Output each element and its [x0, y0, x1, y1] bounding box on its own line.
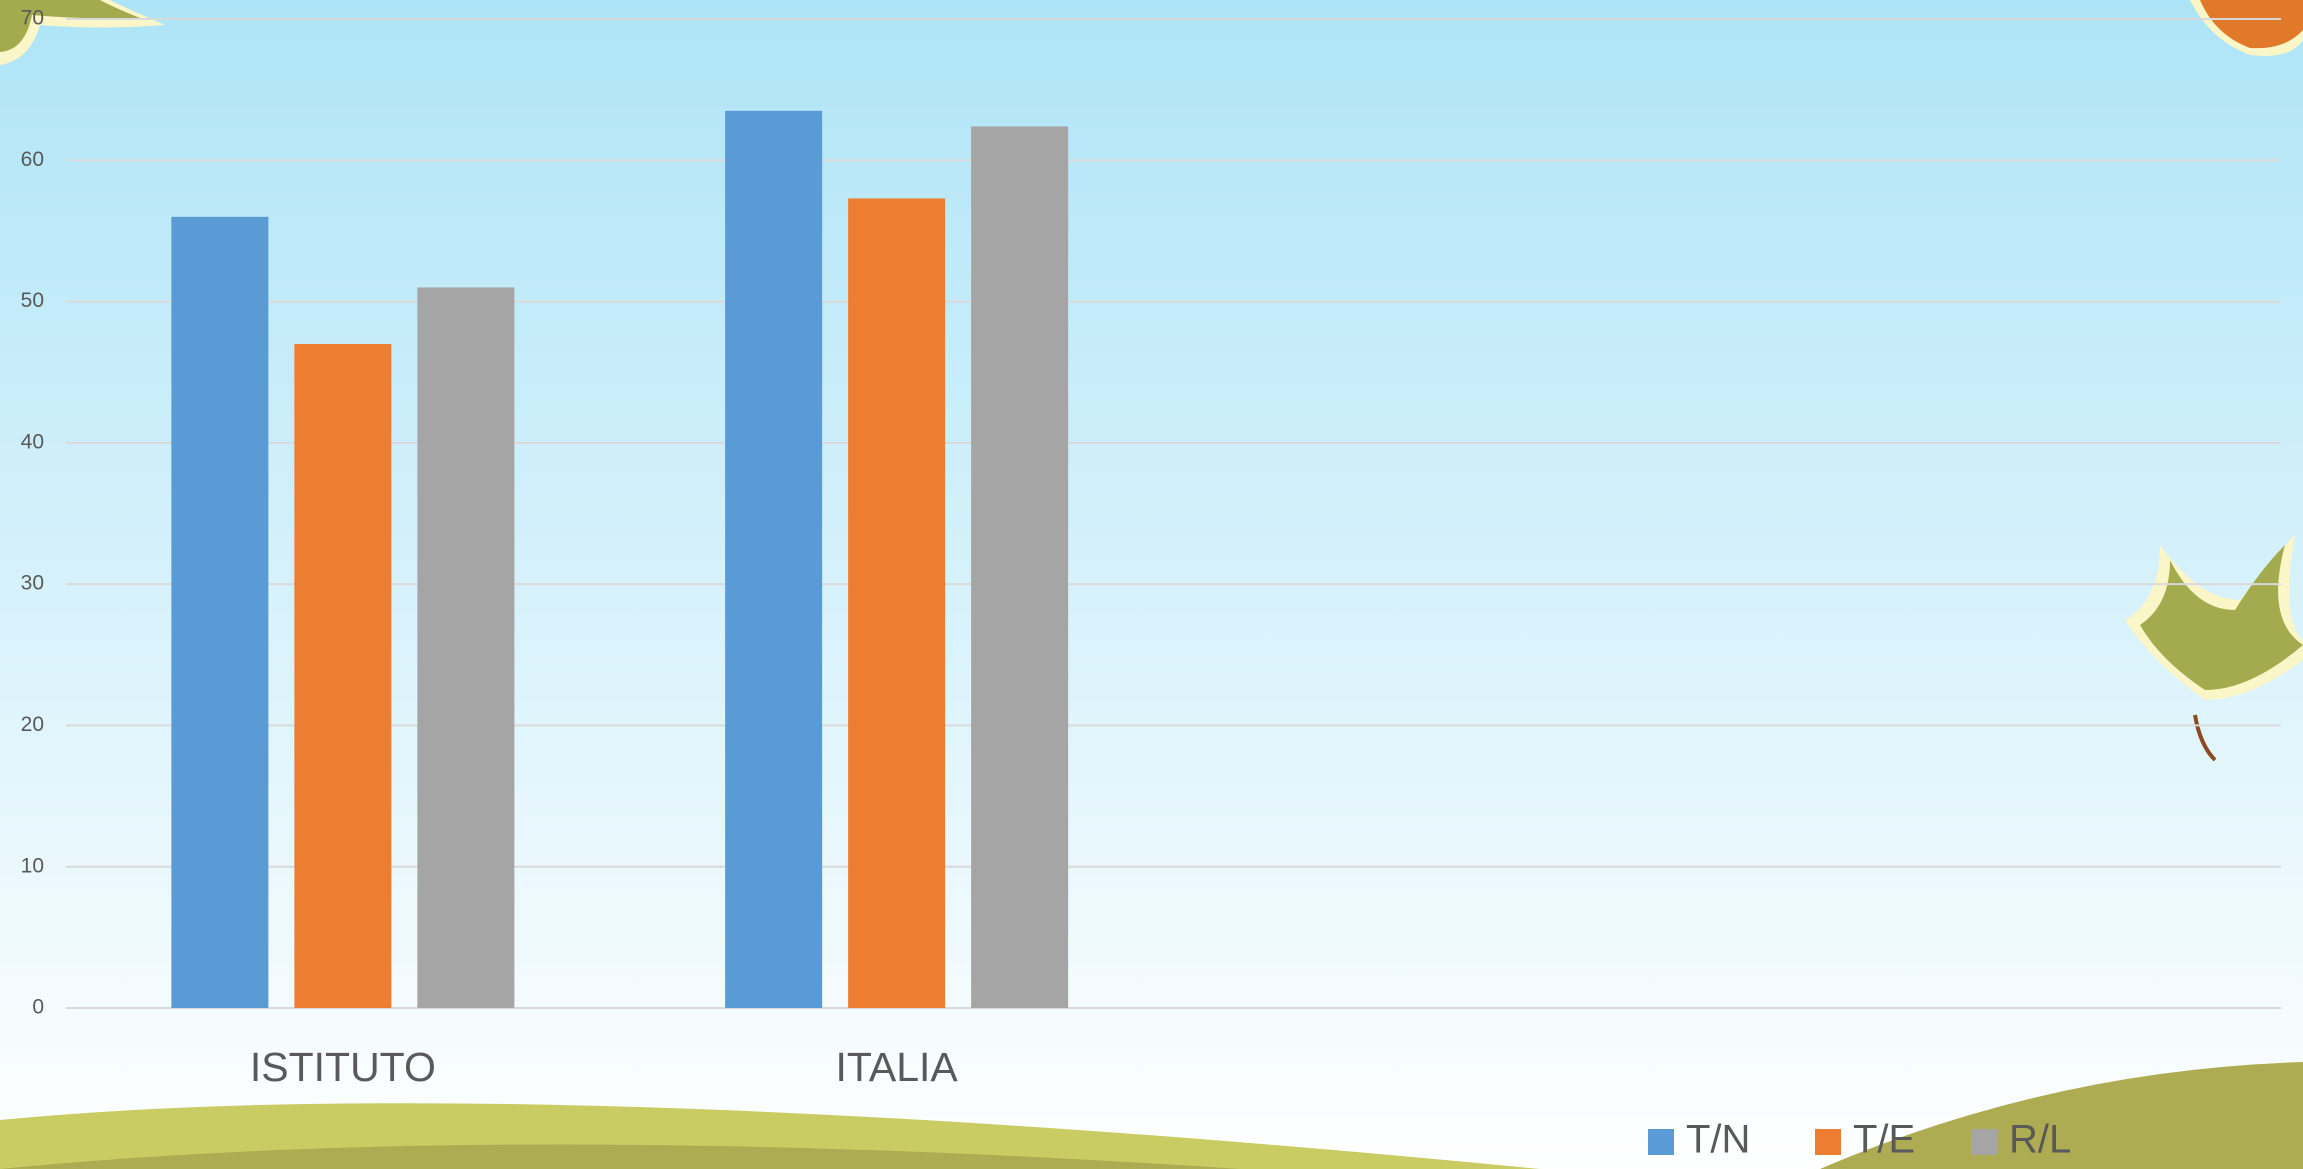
- legend-label: R/L: [2009, 1118, 2071, 1162]
- hills: [0, 1062, 2303, 1169]
- bar: [417, 287, 515, 1008]
- y-tick-label: 30: [21, 572, 44, 595]
- bar: [171, 216, 269, 1009]
- x-tick-label: ISTITUTO: [250, 1044, 436, 1090]
- y-tick-label: 50: [21, 289, 44, 312]
- plot-area: 0 10 20 30 40 50 60 70 ISTITUTO ITALIA T/N T/E R/L: [21, 7, 2281, 1162]
- bar: [848, 198, 946, 1008]
- legend-label: T/N: [1686, 1118, 1750, 1162]
- bar: [725, 110, 823, 1009]
- y-tick-label: 60: [21, 148, 44, 171]
- legend-swatch: [1971, 1129, 1997, 1155]
- leaf-decoration: [0, 0, 2303, 762]
- y-tick-label: 70: [21, 7, 44, 30]
- y-tick-label: 20: [21, 713, 44, 736]
- x-tick-label: ITALIA: [835, 1044, 958, 1090]
- legend-label: T/E: [1853, 1118, 1915, 1162]
- y-tick-label: 40: [21, 430, 44, 453]
- legend-swatch: [1815, 1129, 1841, 1155]
- y-tick-label: 10: [21, 854, 44, 877]
- y-tick-label: 0: [32, 996, 44, 1019]
- bar: [294, 343, 392, 1008]
- legend-swatch: [1648, 1129, 1674, 1155]
- bar: [971, 126, 1069, 1009]
